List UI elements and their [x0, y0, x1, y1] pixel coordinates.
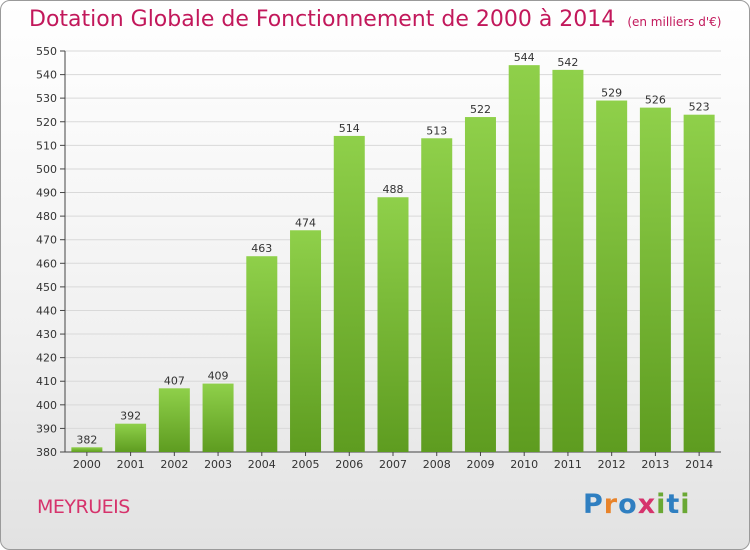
y-tick-label: 450	[36, 281, 57, 294]
y-tick-label: 490	[36, 187, 57, 200]
bar-2000	[71, 447, 103, 452]
x-tick-label: 2006	[335, 458, 363, 471]
logo-letter: i	[680, 489, 691, 520]
data-label: 544	[514, 51, 535, 64]
x-tick-label: 2005	[292, 458, 320, 471]
commune-name: MEYRUEIS	[37, 496, 130, 518]
bar-2011	[552, 69, 584, 452]
bar-2003	[202, 383, 234, 452]
bar-2006	[333, 135, 365, 452]
x-tick-label: 2011	[554, 458, 582, 471]
logo-letter: x	[637, 489, 657, 520]
y-tick-label: 390	[36, 422, 57, 435]
data-label: 513	[426, 124, 447, 137]
chart-title: Dotation Globale de Fonctionnement de 20…	[29, 7, 722, 32]
data-label: 392	[120, 410, 141, 423]
y-tick-label: 480	[36, 210, 57, 223]
bar-2009	[464, 117, 496, 452]
data-label: 514	[339, 122, 360, 135]
x-tick-label: 2002	[160, 458, 188, 471]
bar-2012	[596, 100, 628, 453]
x-tick-label: 2000	[73, 458, 101, 471]
y-tick-label: 420	[36, 352, 57, 365]
y-tick-label: 530	[36, 92, 57, 105]
data-label: 523	[689, 101, 710, 114]
x-tick-label: 2013	[641, 458, 669, 471]
x-tick-label: 2010	[510, 458, 538, 471]
bar-2010	[508, 65, 540, 452]
data-label: 407	[164, 374, 185, 387]
y-tick-label: 500	[36, 163, 57, 176]
data-label: 526	[645, 94, 666, 107]
data-label: 474	[295, 216, 316, 229]
bar-2008	[421, 138, 453, 452]
y-tick-label: 430	[36, 328, 57, 341]
y-tick-label: 380	[36, 446, 57, 459]
chart-subtitle: (en milliers d'€)	[627, 15, 722, 29]
y-tick-label: 510	[36, 139, 57, 152]
data-label: 409	[208, 370, 229, 383]
bar-2002	[158, 388, 190, 452]
bar-2014	[683, 114, 715, 452]
x-axis: 2000 2001 2002 2003 2004 2005 2006 2007 2008 2009…	[73, 452, 713, 471]
logo-letter: o	[618, 489, 638, 520]
y-tick-label: 460	[36, 257, 57, 270]
x-tick-label: 2012	[598, 458, 626, 471]
x-tick-label: 2007	[379, 458, 407, 471]
data-label: 488	[383, 183, 404, 196]
y-tick-label: 520	[36, 116, 57, 129]
y-tick-label: 410	[36, 375, 57, 388]
bar-2013	[639, 107, 671, 453]
logo-letter: i	[656, 489, 667, 520]
y-tick-label: 470	[36, 234, 57, 247]
bar-2001	[115, 423, 147, 452]
data-label: 529	[601, 87, 622, 100]
bar-2004	[246, 256, 278, 452]
data-label: 522	[470, 103, 491, 116]
logo-letter: P	[583, 489, 604, 520]
y-tick-label: 400	[36, 399, 57, 412]
x-tick-label: 2008	[423, 458, 451, 471]
y-tick-label: 440	[36, 304, 57, 317]
bar-2005	[290, 230, 322, 452]
logo-letter: t	[666, 489, 681, 520]
x-tick-label: 2003	[204, 458, 232, 471]
x-tick-label: 2014	[685, 458, 713, 471]
x-tick-label: 2009	[466, 458, 494, 471]
y-tick-label: 540	[36, 69, 57, 82]
data-label: 463	[251, 242, 272, 255]
y-tick-label: 550	[36, 45, 57, 58]
x-tick-label: 2004	[248, 458, 276, 471]
bars: 382 392 407 409 463 474 514 488 513 522 544 542 529 5…	[71, 51, 715, 453]
bar-2007	[377, 197, 409, 452]
data-label: 382	[76, 433, 97, 446]
proxiti-logo: Proxiti	[583, 489, 691, 520]
logo-letter: r	[603, 489, 619, 520]
data-label: 542	[557, 56, 578, 69]
x-tick-label: 2001	[117, 458, 145, 471]
